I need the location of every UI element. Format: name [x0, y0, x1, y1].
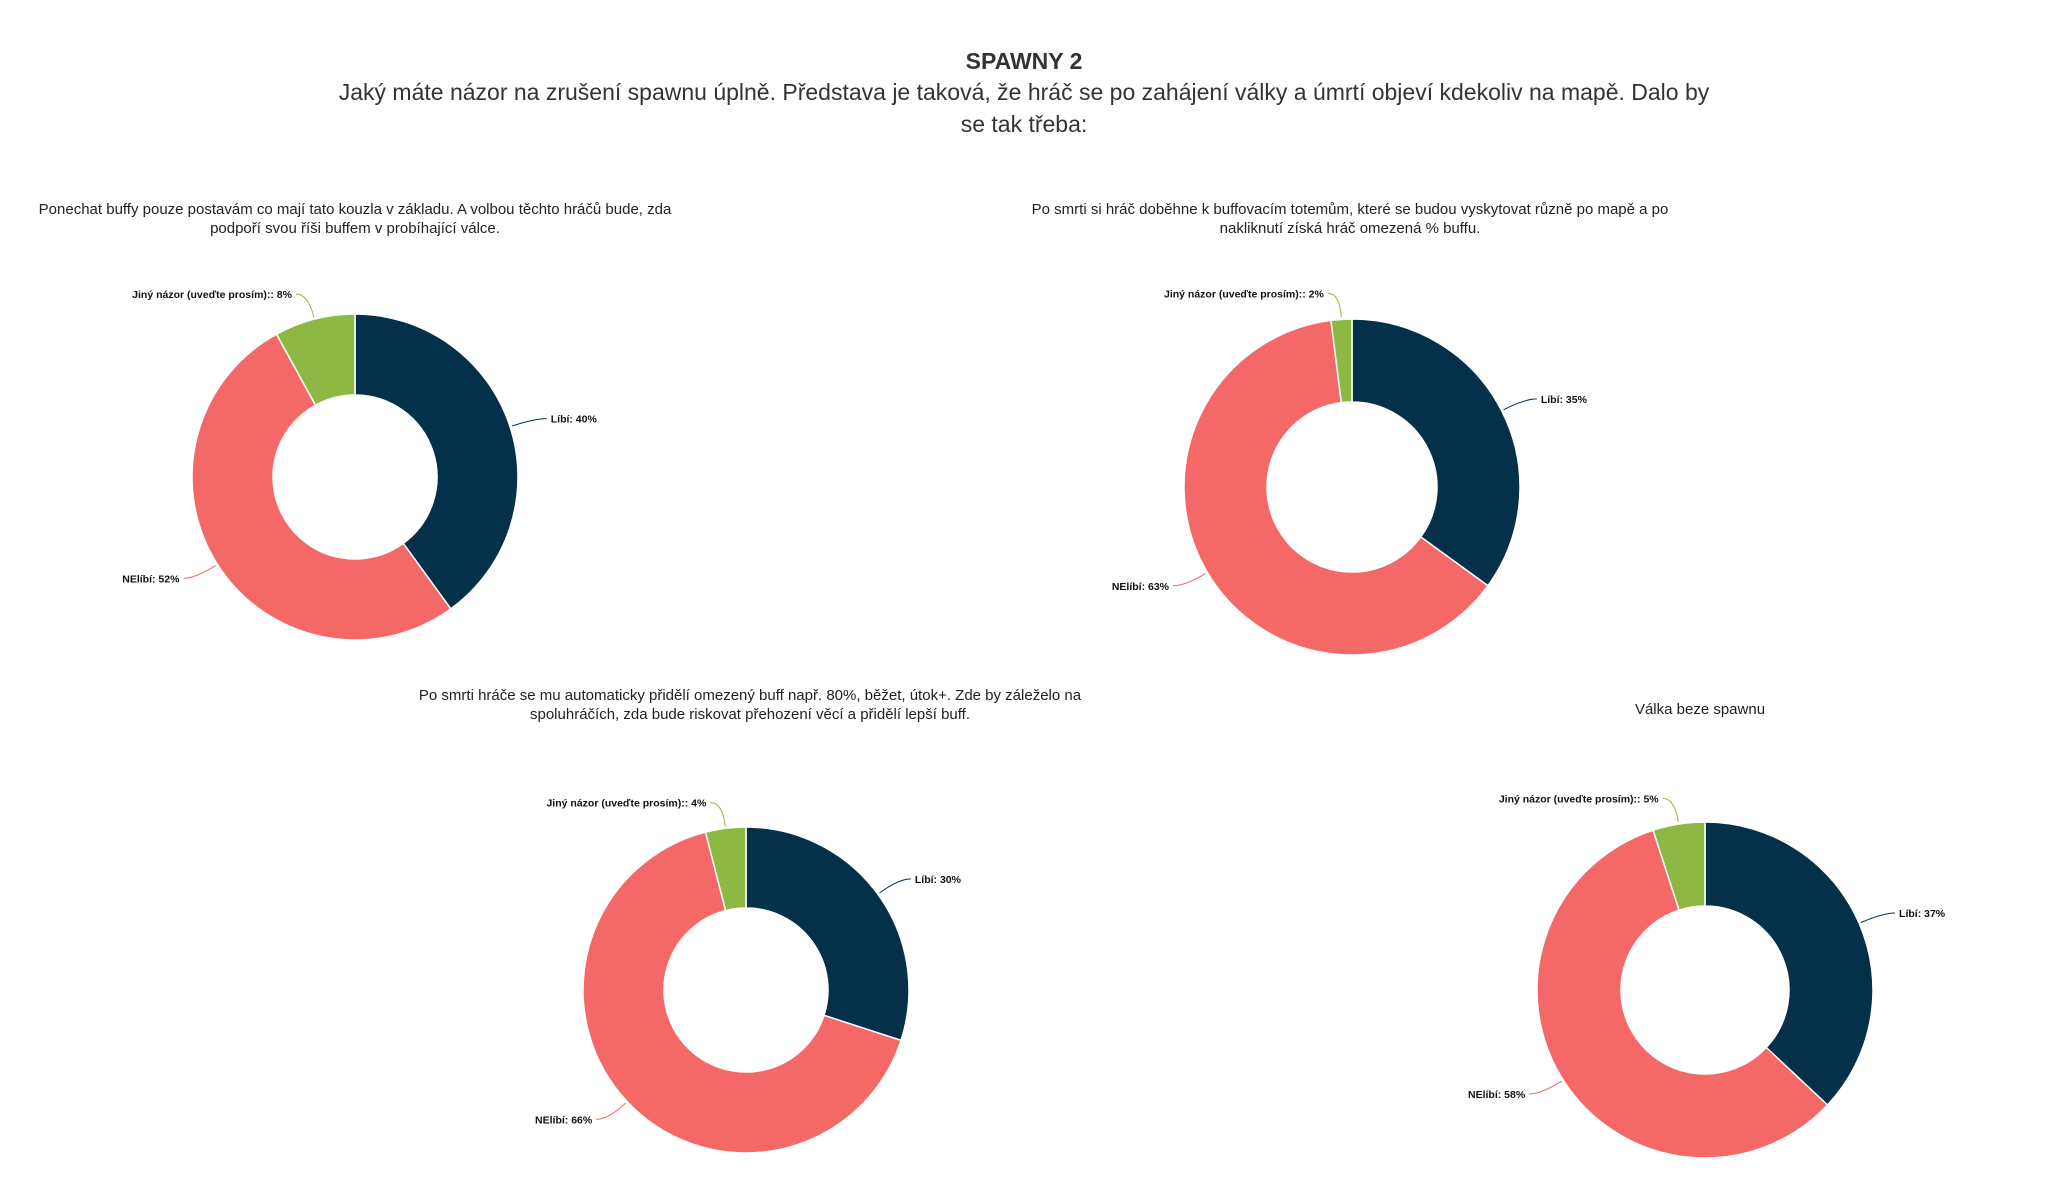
slice-label-libi: Líbí: 40% — [551, 414, 598, 426]
donut-slice-nelibi — [191, 333, 452, 641]
slice-label-jiny: Jiný názor (uveďte prosím):: 4% — [546, 797, 706, 809]
donut-slice-libi — [1351, 318, 1521, 587]
page-header: SPAWNY 2 Jaký máte názor na zrušení spaw… — [0, 46, 2048, 140]
chart-title: Ponechat buffy pouze postavám co mají ta… — [38, 201, 672, 237]
donut-slice-jiny — [275, 313, 356, 407]
chart-title: Po smrti si hráč doběhne k buffovacím to… — [1031, 201, 1669, 237]
leader-line-libi — [511, 418, 547, 427]
donut-slice-nelibi — [582, 831, 902, 1154]
slice-label-libi: Líbí: 35% — [1541, 394, 1588, 406]
leader-line-jiny — [710, 801, 726, 827]
donut-chart: Líbí: 37% NElíbí: 58% Jiný názor (uveďte p… — [1468, 793, 1946, 1159]
donut-chart: Líbí: 40% NElíbí: 52% Jiný názor (uveďte p… — [122, 289, 598, 641]
chart-panel-2: Po smrti si hráč doběhne k buffovacím to… — [1000, 200, 1720, 670]
donut-slice-nelibi — [1536, 829, 1829, 1159]
leader-line-jiny — [1662, 797, 1679, 823]
donut-chart: Líbí: 30% NElíbí: 66% Jiný názor (uveďte p… — [535, 797, 962, 1154]
leader-line-libi — [879, 878, 911, 894]
leader-line-libi — [1860, 912, 1896, 923]
leader-line-nelibi — [183, 564, 216, 579]
chart-title: Válka beze spawnu — [1634, 701, 1766, 718]
chart-panel-3: Po smrti hráče se mu automaticky přidělí… — [400, 686, 1100, 1154]
slice-label-nelibi: NElíbí: 52% — [122, 573, 180, 585]
slice-label-nelibi: NElíbí: 63% — [1112, 581, 1170, 593]
donut-slice-libi — [354, 313, 519, 610]
slice-label-nelibi: NElíbí: 58% — [1468, 1089, 1526, 1101]
slice-label-nelibi: NElíbí: 66% — [535, 1114, 593, 1126]
slice-label-libi: Líbí: 37% — [1899, 908, 1946, 920]
chart-panel-4: Válka beze spawnu Líbí: 37% NElíbí: 58% Ji… — [1400, 700, 2000, 1159]
donut-chart: Líbí: 35% NElíbí: 63% Jiný názor (uveďte p… — [1112, 288, 1588, 656]
chart-title: Po smrti hráče se mu automaticky přidělí… — [418, 687, 1082, 723]
leader-line-nelibi — [1173, 573, 1206, 587]
page-subtitle: Jaký máte názor na zrušení spawnu úplně.… — [338, 79, 1710, 137]
leader-line-jiny — [1327, 292, 1342, 318]
slice-label-jiny: Jiný názor (uveďte prosím):: 8% — [132, 289, 292, 301]
leader-line-nelibi — [1529, 1080, 1562, 1095]
donut-slice-libi — [1704, 821, 1874, 1107]
slice-label-libi: Líbí: 30% — [915, 874, 962, 886]
slice-label-jiny: Jiný názor (uveďte prosím):: 2% — [1164, 288, 1324, 300]
donut-slice-libi — [745, 826, 910, 1042]
donut-slice-nelibi — [1183, 319, 1489, 656]
slice-label-jiny: Jiný názor (uveďte prosím):: 5% — [1499, 793, 1659, 805]
donut-slice-jiny — [1652, 821, 1706, 912]
leader-line-nelibi — [596, 1102, 627, 1120]
donut-slice-jiny — [1330, 318, 1353, 404]
page-title: SPAWNY 2 — [965, 48, 1083, 74]
chart-panel-1: Ponechat buffy pouze postavám co mají ta… — [0, 200, 710, 660]
leader-line-jiny — [295, 293, 315, 318]
leader-line-libi — [1503, 398, 1537, 411]
donut-slice-jiny — [704, 826, 747, 912]
